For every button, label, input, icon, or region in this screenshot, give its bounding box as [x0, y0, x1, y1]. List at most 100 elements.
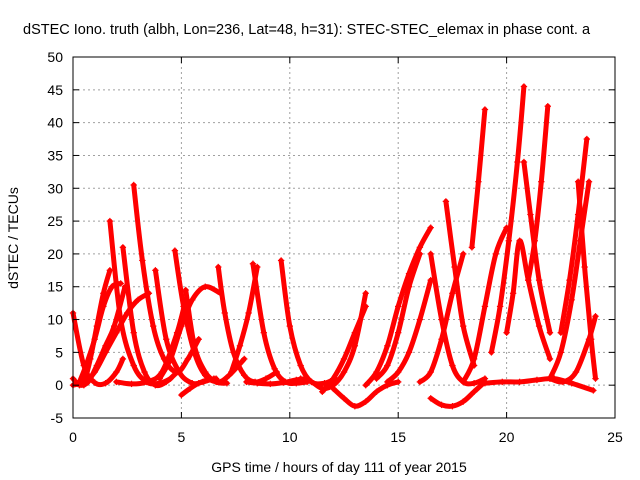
y-tick-label: 25: [47, 213, 63, 229]
data-point: [319, 388, 326, 395]
y-tick-label: 20: [47, 246, 63, 262]
data-point: [592, 375, 599, 382]
data-point: [134, 296, 142, 304]
data-point: [184, 355, 192, 363]
data-point: [245, 309, 252, 317]
data-point: [416, 316, 424, 323]
series-34: [525, 103, 551, 284]
data-point: [449, 290, 456, 297]
y-tick-label: 15: [47, 279, 63, 295]
data-point: [585, 336, 593, 343]
data-point: [141, 368, 148, 376]
data-point: [100, 290, 107, 297]
data-point: [405, 349, 413, 356]
data-point: [280, 379, 287, 386]
data-point: [241, 355, 248, 363]
data-point: [535, 322, 543, 330]
data-point: [329, 385, 337, 392]
data-point: [405, 283, 413, 290]
series-line: [443, 198, 477, 368]
data-point: [568, 380, 575, 387]
data-point: [468, 244, 476, 251]
data-point: [373, 368, 380, 376]
data-point: [531, 237, 538, 244]
y-tick-label: 45: [47, 82, 63, 98]
y-tick-label: -5: [51, 410, 64, 426]
data-point: [509, 290, 517, 297]
data-point: [590, 387, 597, 394]
series-23: [373, 250, 424, 382]
data-point: [130, 362, 137, 369]
series-layer: [69, 83, 599, 410]
data-point: [113, 378, 120, 386]
series-39: [481, 375, 597, 394]
data-point: [438, 401, 445, 409]
series-20: [319, 303, 369, 395]
data-point: [297, 362, 304, 369]
data-point: [583, 135, 591, 143]
series-line: [469, 107, 488, 250]
data-point: [470, 380, 478, 387]
data-point: [119, 244, 127, 251]
x-axis-label: GPS time / hours of day 111 of year 2015: [211, 459, 467, 475]
data-point: [470, 388, 478, 395]
data-point: [286, 322, 293, 330]
data-point: [156, 375, 163, 382]
series-line: [504, 238, 553, 362]
series-26: [427, 250, 489, 387]
data-point: [481, 303, 489, 310]
data-point: [373, 375, 380, 382]
data-point: [223, 380, 231, 387]
data-point: [113, 329, 120, 336]
data-point: [568, 296, 575, 304]
data-point: [470, 355, 478, 363]
x-tick-label: 0: [69, 429, 77, 445]
data-point: [87, 355, 94, 363]
data-point: [442, 198, 450, 205]
data-point: [212, 375, 220, 382]
data-point: [167, 355, 174, 363]
data-point: [449, 362, 456, 369]
data-point: [533, 376, 541, 384]
data-point: [557, 329, 564, 336]
data-point: [178, 391, 185, 399]
data-point: [395, 368, 402, 376]
chart-title: dSTEC Iono. truth (albh, Lon=236, Lat=48…: [23, 22, 591, 38]
series-36: [557, 135, 591, 336]
y-tick-label: 10: [47, 312, 63, 328]
data-point: [499, 378, 506, 386]
data-point: [451, 263, 458, 271]
data-point: [581, 263, 588, 271]
data-point: [189, 296, 196, 304]
y-tick-label: 30: [47, 180, 63, 196]
data-point: [525, 276, 532, 284]
series-21: [329, 378, 402, 410]
data-point: [544, 103, 551, 110]
data-point: [340, 355, 348, 363]
series-line: [525, 103, 551, 283]
x-tick-label: 20: [499, 429, 515, 445]
series-line: [575, 179, 598, 382]
data-point: [362, 381, 369, 389]
data-point: [505, 237, 512, 244]
data-point: [488, 349, 495, 356]
data-point: [535, 276, 543, 284]
data-point: [516, 378, 523, 386]
data-point: [293, 376, 300, 384]
data-point: [574, 178, 582, 185]
data-point: [592, 313, 599, 320]
data-point: [438, 316, 445, 323]
data-point: [362, 303, 369, 310]
data-point: [585, 178, 593, 185]
data-point: [128, 380, 135, 388]
data-point: [163, 336, 170, 343]
data-point: [195, 380, 202, 387]
data-point: [475, 178, 482, 185]
data-point: [566, 276, 573, 284]
data-point: [395, 378, 402, 386]
data-point: [91, 379, 98, 386]
data-point: [308, 378, 315, 386]
data-point: [538, 178, 545, 185]
x-tick-label: 10: [282, 429, 298, 445]
